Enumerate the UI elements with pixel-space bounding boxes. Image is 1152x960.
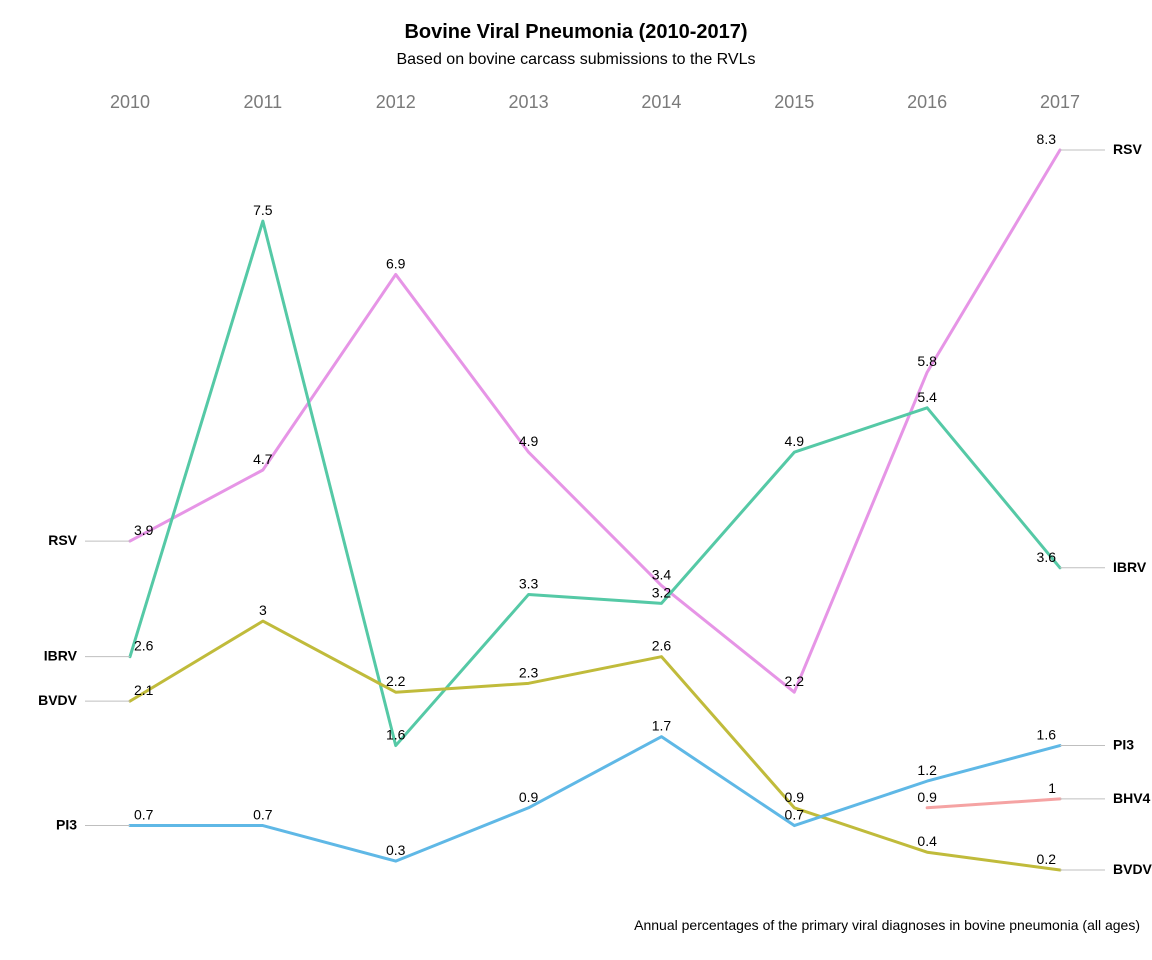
value-label: 8.3 — [1037, 131, 1057, 147]
value-label: 5.8 — [917, 353, 937, 369]
value-label: 1 — [1048, 780, 1056, 796]
chart-svg: Bovine Viral Pneumonia (2010-2017) Based … — [0, 0, 1152, 960]
right-series-label-bvdv: BVDV — [1113, 861, 1152, 877]
value-label: 3.4 — [652, 567, 672, 583]
value-label: 0.3 — [386, 842, 406, 858]
year-label: 2015 — [774, 92, 814, 112]
value-label: 0.9 — [917, 789, 937, 805]
value-label: 0.9 — [519, 789, 539, 805]
value-label: 1.6 — [386, 727, 406, 743]
value-label: 1.2 — [917, 762, 937, 778]
value-label: 4.7 — [253, 451, 273, 467]
value-label: 2.3 — [519, 664, 539, 680]
chart-title: Bovine Viral Pneumonia (2010-2017) — [404, 21, 747, 43]
value-label: 0.7 — [253, 807, 273, 823]
year-label: 2016 — [907, 92, 947, 112]
left-series-label-rsv: RSV — [48, 532, 77, 548]
value-label: 0.7 — [785, 807, 805, 823]
value-label: 0.2 — [1037, 851, 1057, 867]
value-label: 0.9 — [785, 789, 805, 805]
value-label: 1.7 — [652, 718, 672, 734]
year-label: 2014 — [641, 92, 681, 112]
value-label: 1.6 — [1037, 727, 1057, 743]
value-label: 3.3 — [519, 575, 539, 591]
value-label: 5.4 — [917, 389, 937, 405]
value-label: 7.5 — [253, 202, 273, 218]
right-series-label-bhv4: BHV4 — [1113, 790, 1151, 806]
value-label: 0.7 — [134, 807, 154, 823]
right-series-label-ibrv: IBRV — [1113, 559, 1147, 575]
value-label: 2.2 — [785, 673, 805, 689]
year-label: 2017 — [1040, 92, 1080, 112]
year-label: 2012 — [376, 92, 416, 112]
right-series-label-pi3: PI3 — [1113, 737, 1134, 753]
value-label: 4.9 — [785, 433, 805, 449]
left-series-label-bvdv: BVDV — [38, 692, 78, 708]
right-series-label-rsv: RSV — [1113, 141, 1142, 157]
value-label: 2.2 — [386, 673, 406, 689]
chart-root: Bovine Viral Pneumonia (2010-2017) Based … — [0, 0, 1152, 960]
chart-caption: Annual percentages of the primary viral … — [634, 917, 1140, 933]
year-label: 2013 — [509, 92, 549, 112]
value-label: 2.6 — [134, 638, 154, 654]
chart-subtitle: Based on bovine carcass submissions to t… — [396, 51, 755, 68]
value-label: 3 — [259, 602, 267, 618]
value-label: 6.9 — [386, 255, 406, 271]
value-label: 2.6 — [652, 638, 672, 654]
year-label: 2010 — [110, 92, 150, 112]
left-series-label-pi3: PI3 — [56, 817, 77, 833]
value-label: 4.9 — [519, 433, 539, 449]
value-label: 3.2 — [652, 584, 672, 600]
value-label: 0.4 — [917, 833, 937, 849]
value-label: 2.1 — [134, 682, 154, 698]
value-label: 3.9 — [134, 522, 154, 538]
year-label: 2011 — [243, 92, 282, 112]
value-label: 3.6 — [1037, 549, 1057, 565]
left-series-label-ibrv: IBRV — [44, 648, 78, 664]
